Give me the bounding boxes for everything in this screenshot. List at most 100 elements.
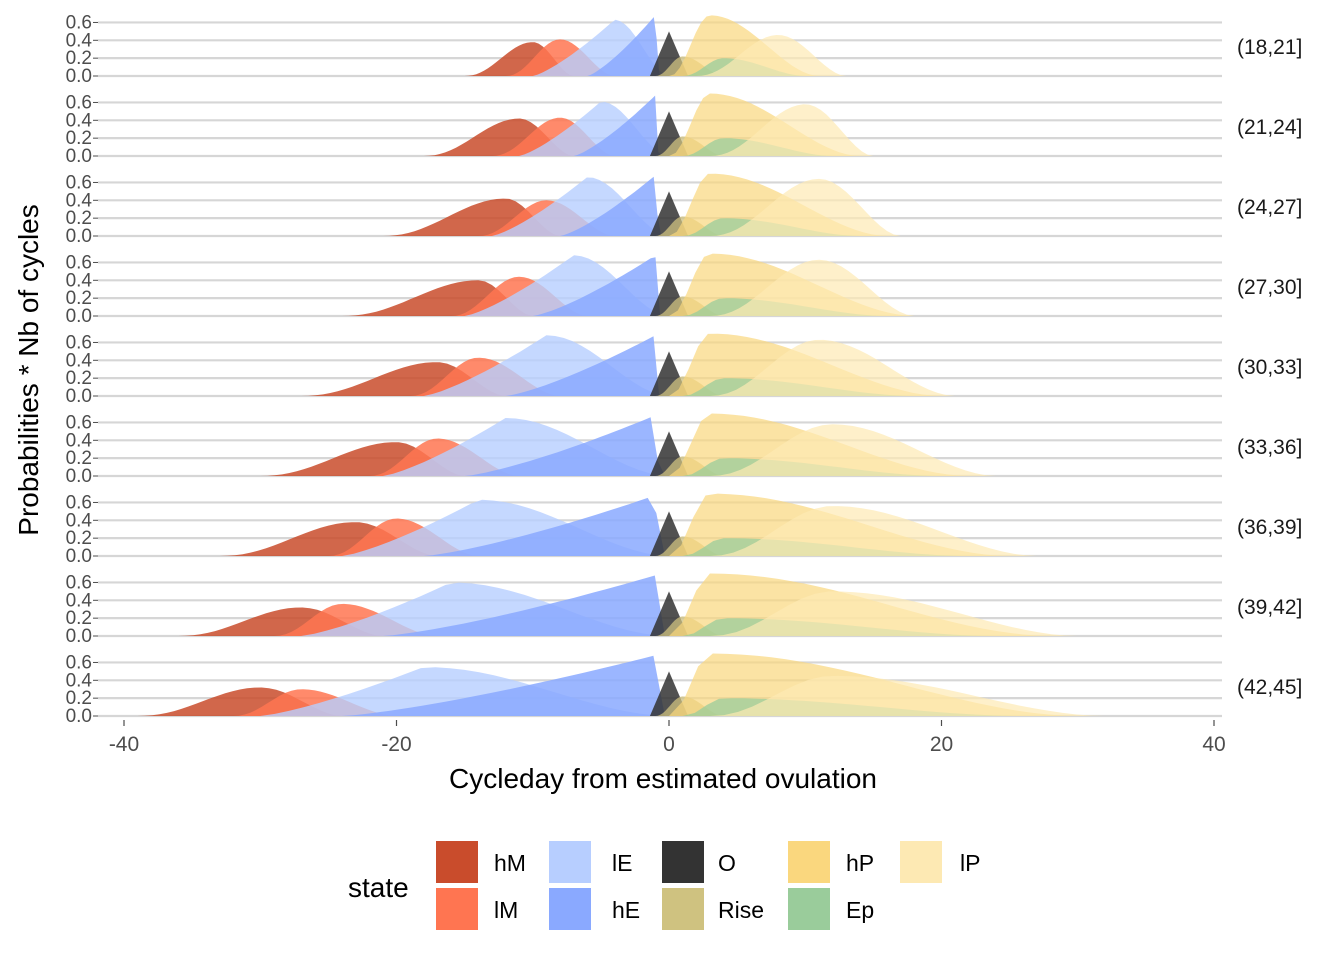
legend-title: state [348,872,409,903]
y-tick-label: 0.0 [66,386,92,407]
y-tick-label: 0.2 [66,48,92,69]
y-tick-label: 0.0 [66,626,92,647]
y-tick-label: 0.0 [66,466,92,487]
density-area-hE [573,95,665,156]
y-tick-label: 0.6 [66,92,92,113]
y-tick-label: 0.6 [66,652,92,673]
y-tick-label: 0.6 [66,572,92,593]
y-tick-label: 0.0 [66,66,92,87]
y-tick-label: 0.0 [66,306,92,327]
x-tick-label: 0 [663,733,675,756]
legend-label-lP: lP [960,850,980,876]
legend-label-lE: lE [612,850,632,876]
y-tick-label: 0.4 [66,670,93,691]
y-tick-label: 0.6 [66,492,92,513]
y-tick-label: 0.4 [66,510,93,531]
legend-swatch-Rise [662,888,704,930]
y-tick-label: 0.6 [66,332,92,353]
density-area-lP [709,506,1037,556]
legend-swatch-hE [549,888,591,930]
facet-strip-label: (36,39] [1237,516,1302,539]
y-tick-label: 0.0 [66,706,92,727]
y-tick-label: 0.2 [66,368,92,389]
density-area-hE [532,257,665,316]
facet-strip-label: (39,42] [1237,596,1302,619]
legend-label-hM: hM [494,850,526,876]
facet-panel: 0.00.20.40.6 (33,36] [66,412,1303,487]
y-tick-label: 0.6 [66,412,92,433]
facet-panel: 0.00.20.40.6 (36,39] [66,492,1303,567]
facet-strip-label: (27,30] [1237,276,1302,299]
legend-label-lM: lM [494,897,518,923]
facet-strip-label: (21,24] [1237,116,1302,139]
facet-strip-label: (42,45] [1237,676,1302,699]
legend-swatch-Ep [788,888,830,930]
facet-panel: 0.00.20.40.6 (18,21] [66,12,1303,87]
legend-label-hP: hP [846,850,874,876]
legend-label-hE: hE [612,897,640,923]
legend: state hM lM lE hE O Rise hP Ep lP [348,841,980,930]
facet-panel: 0.00.20.40.6 (21,24] [66,92,1303,167]
facet-panel: 0.00.20.40.6 (30,33] [66,332,1303,407]
facet-strip-label: (18,21] [1237,36,1302,59]
y-tick-label: 0.4 [66,430,93,451]
chart-panels: 0.00.20.40.6(18,21]0.00.20.40.6(21,24]0.… [66,12,1303,727]
y-tick-label: 0.4 [66,350,93,371]
y-tick-label: 0.0 [66,546,92,567]
density-area-hE [560,176,665,236]
y-tick-label: 0.0 [66,226,92,247]
y-tick-label: 0.6 [66,252,92,273]
facet-strip-label: (33,36] [1237,436,1302,459]
density-area-hE [464,417,665,476]
y-tick-label: 0.4 [66,110,93,131]
legend-swatch-hP [788,841,830,883]
density-area-hE [342,655,665,716]
facet-panel: 0.00.20.40.6 (42,45] [66,652,1303,727]
density-area-lP [709,424,996,476]
y-tick-label: 0.4 [66,30,93,51]
x-tick-label: 20 [930,733,953,756]
density-area-lP [709,675,1105,716]
density-area-hE [587,17,665,77]
facet-panel: 0.00.20.40.6 (39,42] [66,572,1303,647]
density-area-lP [709,339,956,396]
y-tick-label: 0.6 [66,172,92,193]
density-area-hE [423,497,665,556]
legend-swatch-lP [900,841,942,883]
y-tick-label: 0.2 [66,448,92,469]
legend-label-O: O [718,850,736,876]
facet-panel: 0.00.20.40.6 (27,30] [66,252,1303,327]
y-tick-label: 0.2 [66,608,92,629]
facet-strip-label: (30,33] [1237,356,1302,379]
legend-swatch-hM [436,841,478,883]
legend-label-Rise: Rise [718,897,764,923]
density-area-lP [709,178,901,236]
density-area-lP [709,259,915,316]
legend-swatch-lE [549,841,591,883]
density-area-lP [709,591,1078,636]
x-axis-title: Cycleday from estimated ovulation [449,763,877,794]
y-tick-label: 0.2 [66,128,92,149]
facet-strip-label: (24,27] [1237,196,1302,219]
y-axis-title: Probabilities * Nb of cycles [13,204,44,535]
legend-swatch-O [662,841,704,883]
y-tick-label: 0.6 [66,12,92,33]
y-tick-label: 0.2 [66,688,92,709]
density-area-lP [696,35,847,76]
density-area-hE [382,575,665,636]
y-tick-label: 0.0 [66,146,92,167]
x-tick-label: 40 [1202,733,1225,756]
y-tick-label: 0.2 [66,208,92,229]
x-tick-label: -40 [109,733,139,756]
density-area-hE [505,336,665,396]
density-area-lP [709,104,874,156]
y-tick-label: 0.4 [66,590,93,611]
facet-panel: 0.00.20.40.6 (24,27] [66,172,1303,247]
x-tick-label: -20 [381,733,411,756]
y-tick-label: 0.4 [66,270,93,291]
y-tick-label: 0.4 [66,190,93,211]
y-tick-label: 0.2 [66,288,92,309]
y-tick-label: 0.2 [66,528,92,549]
legend-label-Ep: Ep [846,897,874,923]
